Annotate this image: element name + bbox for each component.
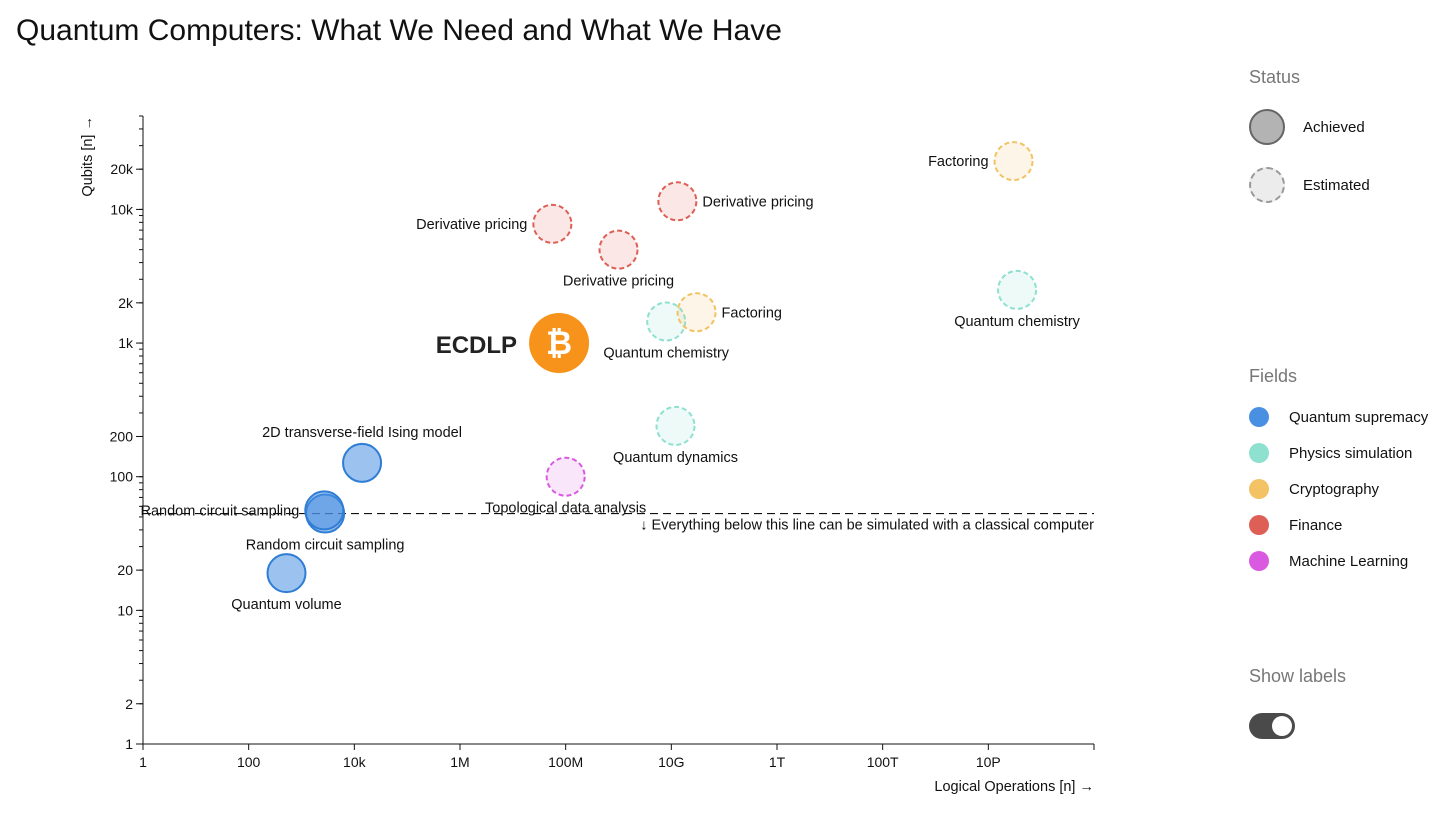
data-point-label: Random circuit sampling xyxy=(141,503,300,519)
field-legend-label: Finance xyxy=(1289,516,1343,534)
x-tick-label: 100T xyxy=(867,754,899,770)
data-point[interactable] xyxy=(655,405,696,446)
status-legend-label: Achieved xyxy=(1303,118,1365,136)
data-point-label: Derivative pricing xyxy=(416,217,527,233)
y-tick-label: 2k xyxy=(118,295,134,311)
data-point-label: Random circuit sampling xyxy=(246,538,405,554)
data-point-label: Quantum chemistry xyxy=(603,345,729,361)
bitcoin-icon xyxy=(529,313,590,374)
x-tick-label: 1M xyxy=(450,754,469,770)
field-legend-label: Machine Learning xyxy=(1289,552,1409,570)
toggle-knob xyxy=(1272,716,1292,736)
data-point[interactable] xyxy=(997,269,1038,310)
x-tick-label: 1T xyxy=(769,754,786,770)
data-point[interactable] xyxy=(545,456,586,497)
show-labels-toggle[interactable] xyxy=(1249,713,1295,739)
physics-simulation-swatch-icon xyxy=(1249,443,1269,463)
data-point[interactable] xyxy=(993,141,1034,182)
x-tick-label: 100M xyxy=(548,754,583,770)
x-tick-label: 1 xyxy=(139,754,147,770)
show-labels-title: Show labels xyxy=(1249,666,1347,686)
x-tick-label: 10P xyxy=(976,754,1001,770)
finance-swatch-icon xyxy=(1249,515,1269,535)
data-point-label: Factoring xyxy=(928,154,988,170)
y-tick-label: 10 xyxy=(117,602,133,618)
field-legend-item-machine-learning[interactable]: Machine Learning xyxy=(1249,551,1408,571)
y-tick-label: 1k xyxy=(118,335,134,351)
x-tick-label: 100 xyxy=(237,754,261,770)
data-point[interactable] xyxy=(598,229,639,270)
y-tick-label: 10k xyxy=(110,201,134,217)
data-point[interactable] xyxy=(304,490,345,531)
page-title: Quantum Computers: What We Need and What… xyxy=(16,14,782,47)
y-tick-label: 20k xyxy=(110,161,134,177)
fields-legend-title: Fields xyxy=(1249,366,1298,386)
data-point[interactable] xyxy=(342,442,383,483)
data-point-label: Factoring xyxy=(722,305,782,321)
status-legend-title: Status xyxy=(1249,67,1301,87)
data-point[interactable] xyxy=(676,292,717,333)
estimated-swatch-icon xyxy=(1249,167,1285,203)
x-axis-label: Logical Operations [n] → xyxy=(934,779,1094,795)
y-tick-label: 20 xyxy=(117,562,133,578)
y-tick-label: 1 xyxy=(125,736,133,752)
y-tick-label: 200 xyxy=(110,428,134,444)
quantum-supremacy-swatch-icon xyxy=(1249,407,1269,427)
data-point-label: Derivative pricing xyxy=(563,274,674,290)
y-tick-label: 2 xyxy=(125,696,133,712)
achieved-swatch-icon xyxy=(1249,109,1285,145)
data-point-label: Topological data analysis xyxy=(485,501,646,517)
data-point-label: Quantum chemistry xyxy=(954,314,1080,330)
x-tick-label: 10k xyxy=(343,754,367,770)
field-legend-label: Physics simulation xyxy=(1289,444,1413,462)
status-legend-item-estimated[interactable]: Estimated xyxy=(1249,167,1370,203)
field-legend-item-quantum-supremacy[interactable]: Quantum supremacy xyxy=(1249,407,1428,427)
data-point-label: Quantum volume xyxy=(231,597,341,613)
cryptography-swatch-icon xyxy=(1249,479,1269,499)
data-point[interactable] xyxy=(266,553,307,594)
field-legend-item-finance[interactable]: Finance xyxy=(1249,515,1342,535)
data-point-label: Derivative pricing xyxy=(702,194,813,210)
status-legend-label: Estimated xyxy=(1303,176,1370,194)
y-tick-label: 100 xyxy=(110,469,134,485)
data-point-label: 2D transverse-field Ising model xyxy=(262,425,462,441)
x-tick-label: 10G xyxy=(658,754,684,770)
data-point[interactable] xyxy=(532,203,573,244)
data-point[interactable] xyxy=(657,181,698,222)
y-axis-label: Qubits [n] → xyxy=(80,116,96,197)
data-point[interactable] xyxy=(646,301,687,342)
field-legend-label: Cryptography xyxy=(1289,480,1380,498)
field-legend-item-cryptography[interactable]: Cryptography xyxy=(1249,479,1379,499)
machine-learning-swatch-icon xyxy=(1249,551,1269,571)
classical-threshold-label: ↓ Everything below this line can be simu… xyxy=(640,518,1094,534)
status-legend-item-achieved[interactable]: Achieved xyxy=(1249,109,1365,145)
bitcoin-icon-glyph: ₿ xyxy=(546,324,572,362)
field-legend-label: Quantum supremacy xyxy=(1289,408,1429,426)
data-point-label: Quantum dynamics xyxy=(613,450,738,466)
field-legend-item-physics-simulation[interactable]: Physics simulation xyxy=(1249,443,1412,463)
ecdlp-label: ECDLP xyxy=(436,332,517,359)
